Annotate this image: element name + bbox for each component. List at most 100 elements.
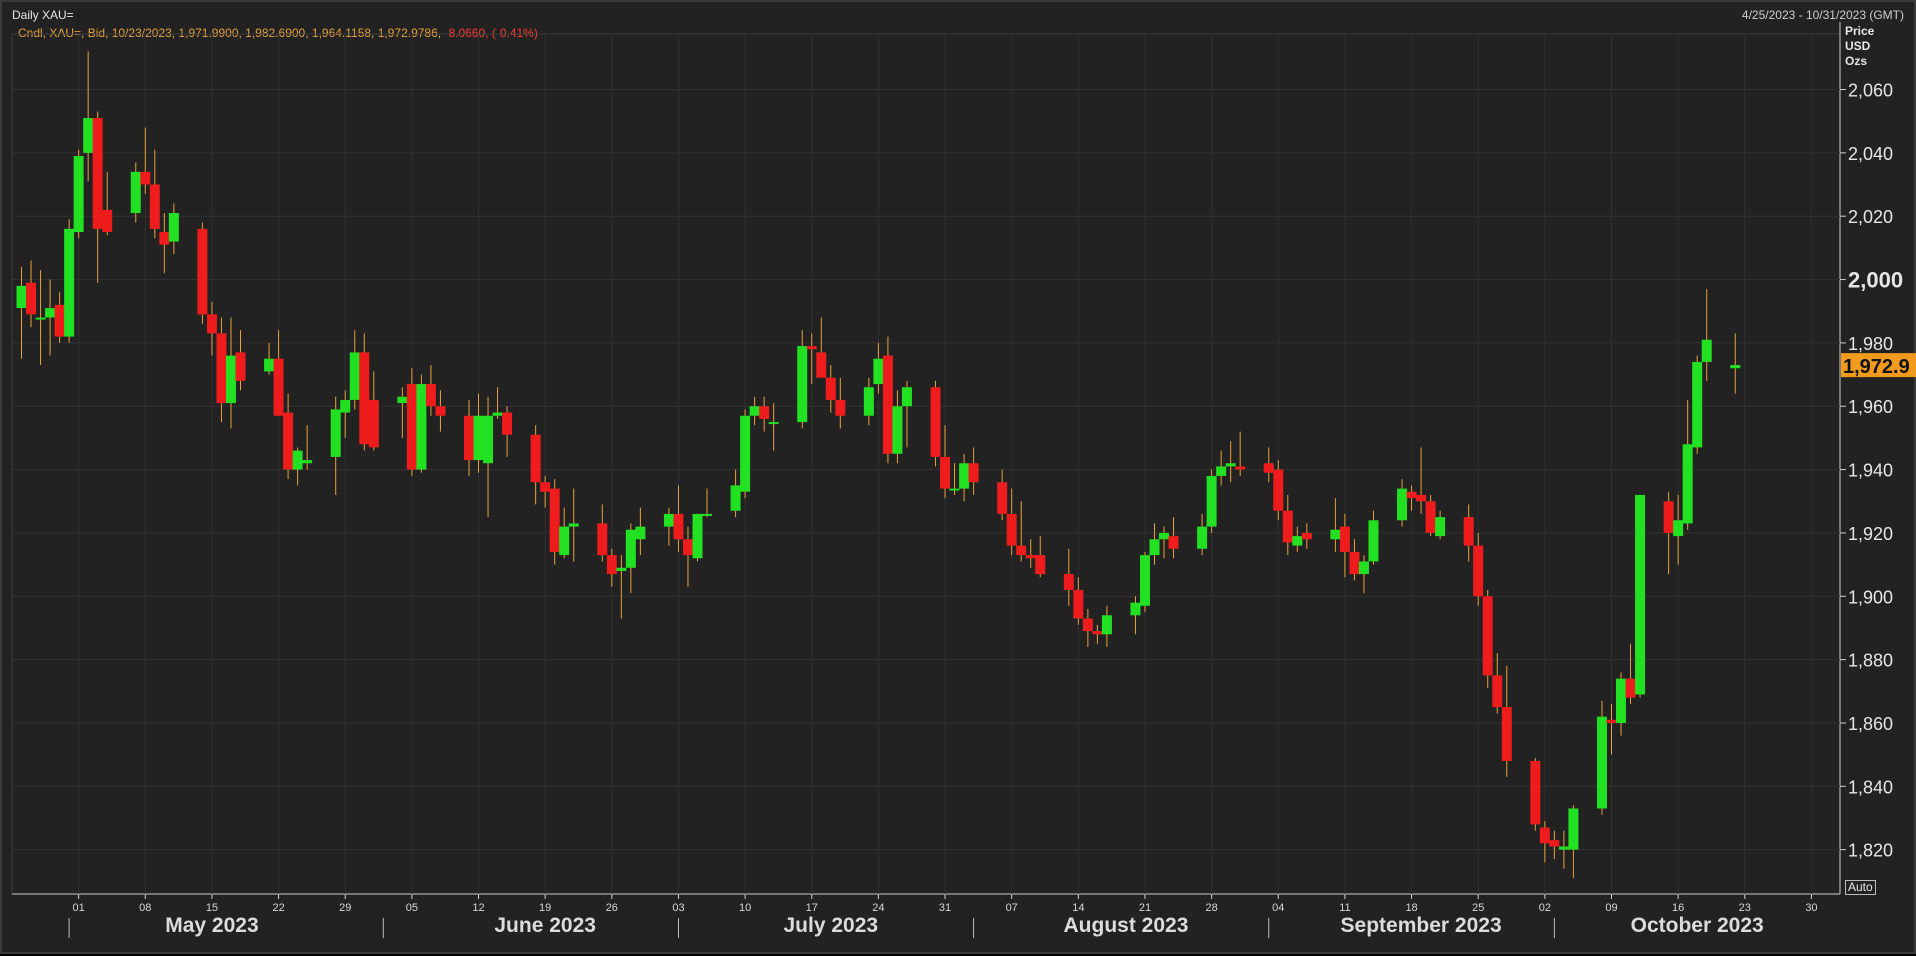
y-tick-label: 2,060 [1848, 81, 1893, 101]
y-tick-label: 1,960 [1848, 397, 1893, 417]
candle-body [597, 523, 608, 556]
day-tick-label: 07 [1006, 902, 1018, 914]
candle-body [1397, 488, 1408, 521]
candle-body [1130, 602, 1141, 616]
candle-body [92, 118, 103, 229]
candle-body [492, 412, 503, 416]
candle-body [1473, 545, 1484, 597]
day-tick-label: 16 [1672, 902, 1684, 914]
day-tick-label: 15 [206, 902, 218, 914]
candle-body [1568, 808, 1579, 850]
candle-body [1139, 555, 1150, 606]
candle-body [406, 384, 417, 470]
candle-body [1006, 513, 1017, 546]
candle-body [473, 415, 484, 461]
candle-body [759, 406, 770, 419]
candle-body [425, 384, 436, 407]
candle-body [1673, 520, 1684, 537]
candle-body [1539, 827, 1550, 844]
candle-body [368, 399, 379, 448]
candle-body [1663, 501, 1674, 533]
candle-body [416, 384, 427, 470]
candle-body [749, 406, 760, 416]
candle-body [1073, 589, 1084, 619]
y-tick-label: 1,980 [1848, 334, 1893, 354]
last-price-marker [1841, 353, 1916, 378]
price-change: -8.0660, (-0.41%) [444, 26, 538, 40]
day-tick-label: 28 [1206, 902, 1218, 914]
y-tick-label: 2,040 [1848, 144, 1893, 164]
candle-body [1235, 466, 1246, 470]
candle-body [64, 228, 75, 337]
candle-body [1463, 517, 1474, 546]
day-tick-label: 01 [73, 902, 85, 914]
day-tick-label: 12 [472, 902, 484, 914]
candle-body [283, 412, 294, 470]
candle-body [73, 156, 84, 233]
candle-body [149, 184, 160, 229]
month-label: May 2023 [165, 914, 258, 937]
day-tick-label: 09 [1605, 902, 1617, 914]
day-tick-label: 17 [806, 902, 818, 914]
candle-body [1273, 469, 1284, 511]
candle-body [959, 463, 970, 489]
candle-body [835, 399, 846, 416]
y-tick-label: 1,940 [1848, 461, 1893, 481]
y-tick-label: 2,020 [1848, 207, 1893, 227]
candle-body [816, 352, 827, 378]
candle-body [502, 412, 513, 435]
candle-body [616, 567, 627, 571]
candle-body [1216, 466, 1227, 476]
month-label: July 2023 [784, 914, 879, 937]
day-tick-label: 18 [1405, 902, 1417, 914]
candle-body [140, 171, 151, 185]
day-tick-label: 24 [872, 902, 884, 914]
day-tick-label: 22 [272, 902, 284, 914]
candle-body [997, 482, 1008, 514]
candle-body [1435, 517, 1446, 537]
day-tick-label: 23 [1739, 902, 1751, 914]
candle-body [273, 358, 284, 416]
day-tick-label: 14 [1072, 902, 1084, 914]
chart-title: Daily XAU= [12, 8, 74, 22]
candle-body [882, 355, 893, 454]
candle-body [102, 209, 113, 233]
candle-body [930, 387, 941, 457]
candle-body [206, 314, 217, 334]
candle-body [949, 488, 960, 491]
y-tick-label: 1,900 [1848, 587, 1893, 607]
candle-body [730, 485, 741, 511]
y-tick-label: 2,000 [1848, 268, 1903, 293]
candle-body [168, 213, 179, 242]
candle-body [1225, 463, 1236, 467]
candle-body [1530, 760, 1541, 825]
candle-body [16, 285, 27, 309]
month-label: August 2023 [1064, 914, 1189, 937]
candle-body [702, 513, 713, 516]
candle-body [35, 317, 46, 320]
candle-body [197, 228, 208, 315]
day-tick-label: 21 [1139, 902, 1151, 914]
month-label: June 2023 [494, 914, 596, 937]
candle-body [1282, 510, 1293, 543]
candle-body [530, 434, 541, 483]
candle-body [359, 352, 370, 445]
candle-body [1635, 494, 1646, 695]
candle-body [1616, 678, 1627, 723]
candle-body [606, 555, 617, 575]
candle-body [1301, 532, 1312, 540]
auto-scale-button[interactable]: Auto [1845, 880, 1876, 895]
day-tick-label: 08 [139, 902, 151, 914]
axis-units: Price USD Ozs [1845, 24, 1874, 69]
candle-body [1701, 339, 1712, 362]
candle-body [682, 539, 693, 556]
candle-body [663, 513, 674, 527]
candle-body [806, 346, 817, 350]
day-tick-label: 03 [672, 902, 684, 914]
candle-body [863, 387, 874, 416]
candle-body [340, 399, 351, 413]
candle-body [1149, 539, 1160, 556]
candle-body [1682, 444, 1693, 524]
